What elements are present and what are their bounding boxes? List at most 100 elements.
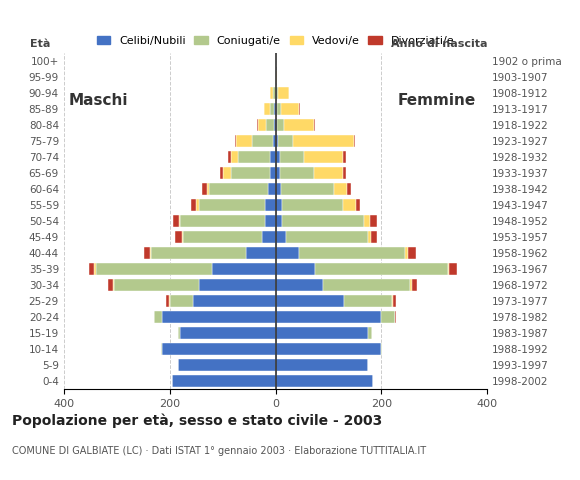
Bar (220, 167, 223, 179)
Bar (276, 359, 368, 371)
Bar (177, 359, 276, 371)
Bar (273, 134, 275, 147)
Bar (343, 151, 346, 163)
Bar (183, 230, 262, 243)
Bar (161, 343, 162, 355)
Bar (277, 103, 281, 115)
Bar (180, 326, 276, 339)
Bar (176, 230, 182, 243)
Bar (448, 263, 456, 275)
Bar (405, 247, 408, 259)
Text: Popolazione per età, sesso e stato civile - 2003: Popolazione per età, sesso e stato civil… (12, 413, 382, 428)
Bar (276, 119, 277, 131)
Bar (392, 295, 393, 307)
Bar (276, 263, 315, 275)
Bar (334, 182, 347, 195)
Bar (169, 295, 194, 307)
Text: Maschi: Maschi (69, 93, 129, 108)
Bar (267, 182, 275, 195)
Bar (246, 247, 276, 259)
Bar (281, 182, 333, 195)
Bar (266, 119, 274, 131)
Bar (274, 119, 276, 131)
Bar (273, 86, 275, 99)
Bar (412, 278, 417, 291)
Bar (144, 247, 150, 259)
Bar (276, 295, 345, 307)
Bar (212, 263, 276, 275)
Bar (293, 134, 354, 147)
Bar (278, 86, 289, 99)
Bar (265, 199, 276, 211)
Bar (209, 182, 267, 195)
Bar (202, 182, 206, 195)
Bar (354, 134, 356, 147)
Bar (276, 71, 277, 83)
Bar (276, 182, 281, 195)
Bar (95, 263, 96, 275)
Bar (194, 295, 276, 307)
Bar (276, 247, 299, 259)
Bar (281, 103, 299, 115)
Text: Femmine: Femmine (397, 93, 476, 108)
Bar (299, 103, 300, 115)
Bar (286, 230, 368, 243)
Bar (277, 119, 285, 131)
Bar (89, 263, 95, 275)
Bar (235, 134, 236, 147)
Bar (276, 215, 282, 227)
Bar (276, 199, 282, 211)
Bar (299, 247, 405, 259)
Bar (162, 343, 276, 355)
Bar (191, 199, 196, 211)
Bar (382, 311, 394, 323)
Bar (278, 134, 293, 147)
Bar (276, 167, 280, 179)
Bar (276, 326, 368, 339)
Bar (411, 278, 412, 291)
Bar (314, 119, 315, 131)
Bar (276, 134, 278, 147)
Bar (257, 119, 258, 131)
Bar (274, 103, 276, 115)
Bar (258, 119, 266, 131)
Bar (182, 230, 183, 243)
Bar (96, 263, 212, 275)
Text: Anno di nascita: Anno di nascita (391, 39, 487, 49)
Text: Età: Età (30, 39, 50, 49)
Bar (151, 247, 246, 259)
Bar (364, 215, 370, 227)
Bar (371, 230, 377, 243)
Bar (314, 167, 343, 179)
Bar (394, 311, 396, 323)
Bar (276, 151, 280, 163)
Bar (199, 199, 265, 211)
Bar (370, 215, 376, 227)
Bar (114, 278, 199, 291)
Bar (276, 374, 374, 387)
Bar (238, 151, 270, 163)
Bar (196, 199, 199, 211)
Bar (282, 199, 343, 211)
Bar (276, 86, 278, 99)
Bar (276, 230, 286, 243)
Text: COMUNE DI GALBIATE (LC) · Dati ISTAT 1° gennaio 2003 · Elaborazione TUTTITALIA.I: COMUNE DI GALBIATE (LC) · Dati ISTAT 1° … (12, 445, 426, 456)
Legend: Celibi/Nubili, Coniugati/e, Vedovi/e, Divorziati/e: Celibi/Nubili, Coniugati/e, Vedovi/e, Di… (92, 32, 459, 50)
Bar (347, 182, 351, 195)
Bar (180, 215, 265, 227)
Bar (223, 167, 230, 179)
Bar (199, 278, 276, 291)
Bar (264, 103, 270, 115)
Bar (276, 311, 382, 323)
Bar (265, 215, 276, 227)
Bar (276, 343, 382, 355)
Bar (276, 278, 323, 291)
Bar (154, 311, 162, 323)
Bar (173, 215, 179, 227)
Bar (270, 167, 276, 179)
Bar (315, 263, 448, 275)
Bar (113, 278, 114, 291)
Bar (179, 215, 180, 227)
Bar (393, 295, 396, 307)
Bar (172, 374, 276, 387)
